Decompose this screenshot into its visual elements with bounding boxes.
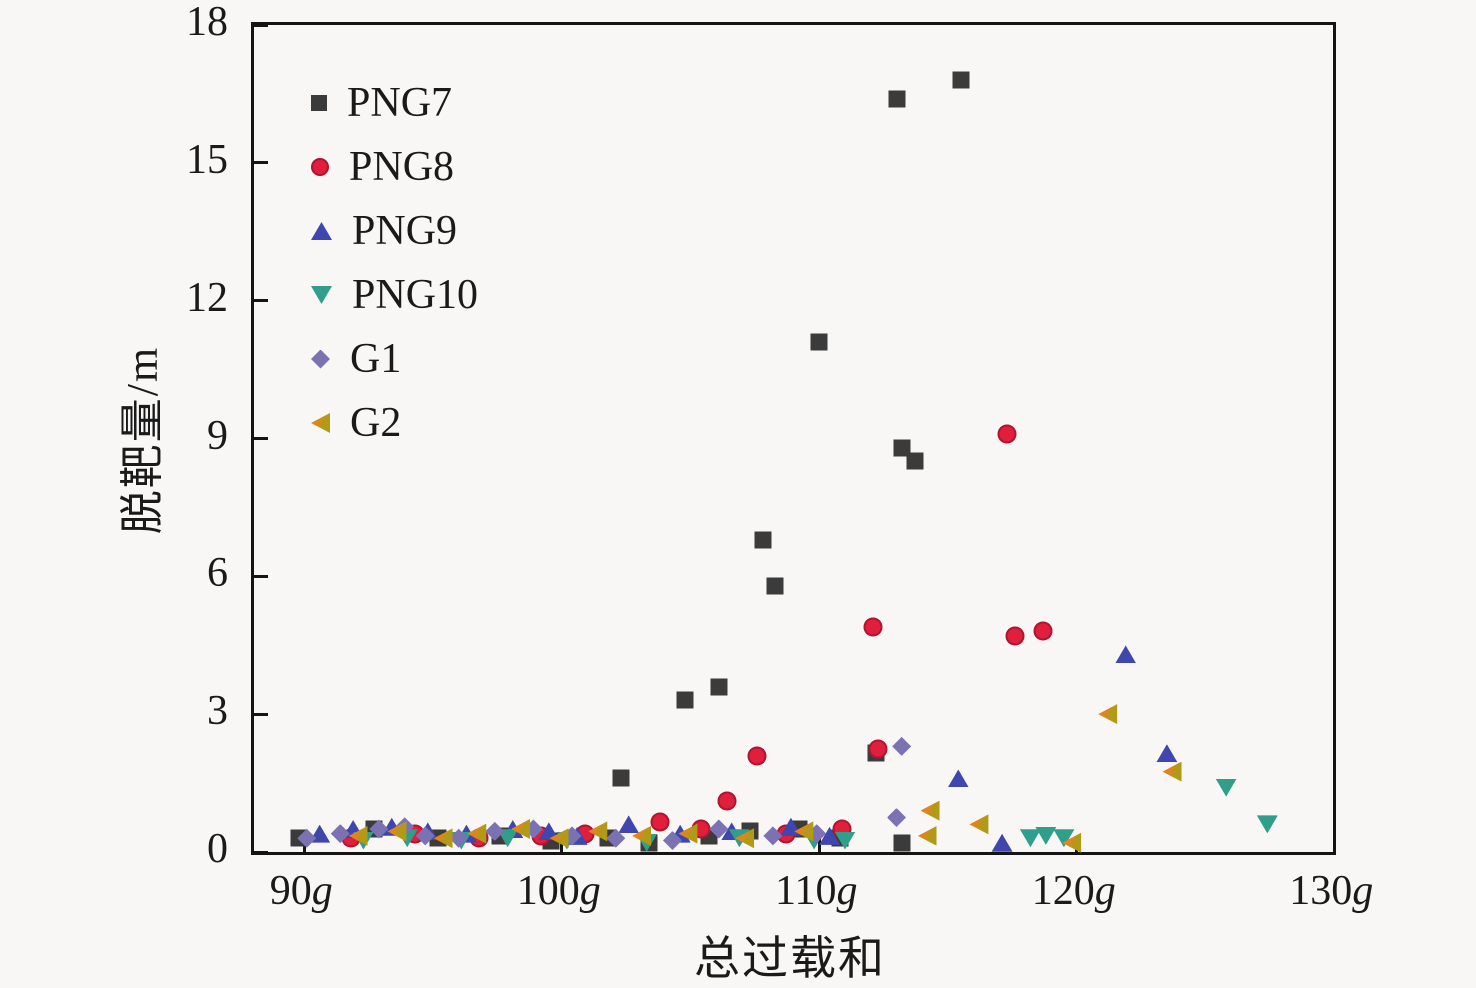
- point-png9: [618, 815, 640, 834]
- point-png8: [868, 739, 888, 759]
- point-png7: [906, 452, 924, 470]
- png10-marker-icon: [311, 286, 332, 304]
- point-png7: [676, 691, 694, 709]
- point-png7: [893, 439, 911, 457]
- x-axis-title: 总过载和: [694, 933, 886, 984]
- y-tick-label: 0: [207, 826, 228, 872]
- point-g1: [709, 819, 729, 839]
- point-png10: [1019, 829, 1041, 848]
- point-png10: [1035, 826, 1057, 845]
- point-png9: [1156, 744, 1178, 763]
- legend-item-png8: PNG8: [311, 143, 454, 191]
- png9-marker-icon: [311, 222, 332, 240]
- legend-label: PNG10: [352, 272, 479, 318]
- point-g2: [920, 800, 940, 821]
- legend-item-g1: G1: [311, 335, 401, 383]
- png7-marker-icon: [311, 95, 327, 111]
- point-g1: [606, 828, 626, 848]
- y-tick-label: 12: [186, 274, 228, 321]
- point-png9: [947, 769, 969, 788]
- legend-item-png10: PNG10: [311, 271, 478, 319]
- point-png8: [863, 617, 883, 637]
- y-tick-3: [254, 712, 268, 716]
- point-png10: [1215, 778, 1237, 797]
- point-png7: [766, 577, 784, 595]
- point-g2: [1162, 761, 1182, 782]
- point-g1: [887, 808, 906, 828]
- y-axis-title: 脱靶量/m: [118, 345, 167, 535]
- point-png8: [997, 424, 1017, 444]
- point-g2: [1098, 704, 1118, 725]
- point-g1: [297, 828, 317, 848]
- legend-item-png9: PNG9: [311, 207, 457, 255]
- point-png7: [810, 333, 828, 351]
- point-png7: [888, 90, 905, 107]
- point-g1: [449, 828, 469, 848]
- x-tick-label: 130g: [1289, 868, 1374, 914]
- point-g1: [369, 819, 389, 839]
- point-g1: [662, 831, 682, 850]
- point-g2: [969, 814, 989, 835]
- y-tick-label: 15: [186, 136, 228, 183]
- y-tick-12: [254, 299, 268, 303]
- y-tick-15: [254, 161, 268, 165]
- point-png8: [717, 791, 737, 811]
- x-tick-label: 120g: [1031, 868, 1116, 914]
- legend-label: PNG8: [349, 144, 455, 190]
- x-tick-label: 90g: [269, 868, 333, 914]
- legend-label: G1: [350, 336, 402, 382]
- x-tick-110g: [817, 838, 821, 852]
- point-png7: [612, 769, 630, 787]
- y-tick-label: 18: [186, 0, 228, 45]
- point-png9: [991, 833, 1013, 852]
- point-png9: [1115, 645, 1137, 664]
- x-tick-100g: [560, 838, 564, 852]
- point-png10: [1256, 815, 1278, 834]
- point-g1: [330, 824, 350, 844]
- x-tick-label: 110g: [775, 868, 858, 914]
- y-tick-18: [254, 23, 268, 27]
- y-tick-6: [254, 574, 268, 578]
- y-tick-label: 6: [207, 550, 228, 597]
- g2-marker-icon: [311, 413, 330, 433]
- point-g1: [892, 736, 912, 756]
- x-tick-130g: [1332, 838, 1336, 852]
- point-g1: [485, 821, 505, 841]
- y-tick-9: [254, 437, 268, 440]
- y-tick-0: [254, 850, 268, 854]
- y-tick-label: 9: [207, 412, 228, 459]
- plot-area: PNG7 PNG8 PNG9 PNG10 G1 G2: [251, 22, 1336, 855]
- x-tick-label: 100g: [516, 868, 601, 914]
- point-g2: [917, 825, 937, 846]
- legend-label: PNG9: [352, 208, 458, 254]
- point-png8: [650, 812, 670, 832]
- point-png8: [747, 746, 767, 766]
- legend-label: PNG7: [347, 80, 453, 126]
- point-png7: [710, 678, 728, 696]
- legend-label: G2: [350, 400, 402, 446]
- legend-item-g2: G2: [311, 399, 401, 447]
- point-png8: [1005, 626, 1025, 646]
- point-png7: [893, 834, 911, 852]
- point-g1: [415, 826, 435, 846]
- point-g1: [763, 826, 783, 846]
- g1-marker-icon: [311, 349, 330, 369]
- y-tick-label: 3: [207, 688, 228, 735]
- point-png8: [1033, 621, 1053, 641]
- legend-item-png7: PNG7: [311, 79, 452, 127]
- png8-marker-icon: [311, 158, 329, 176]
- point-png7: [952, 71, 970, 89]
- point-png7: [754, 531, 772, 549]
